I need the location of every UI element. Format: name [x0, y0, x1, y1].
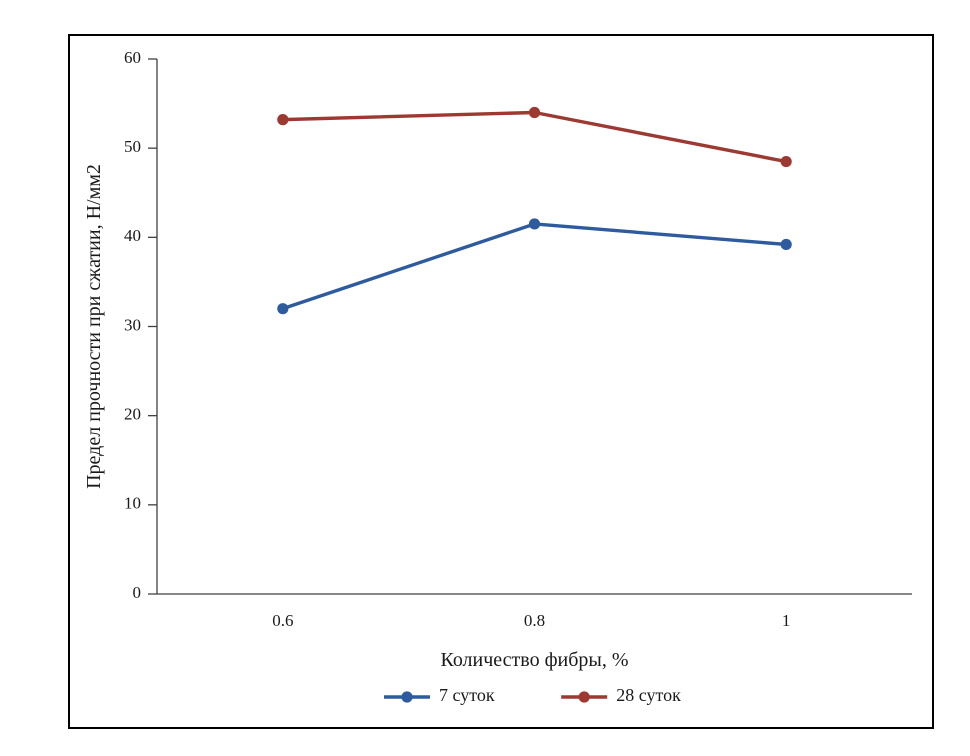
legend-label: 7 суток: [439, 685, 495, 705]
y-tick-label: 30: [124, 315, 141, 334]
y-tick-label: 40: [124, 226, 141, 245]
series-line-1: [281, 110, 788, 164]
chart-frame: 0 10 20 30 40 50 60 0.6 0.8 1 Предел прочности при…: [68, 34, 934, 729]
x-axis-title: Количество фибры, %: [440, 649, 628, 671]
data-point: [780, 155, 792, 168]
legend-marker: [401, 691, 413, 703]
series-line-0: [281, 222, 788, 311]
legend-label: 28 суток: [616, 685, 681, 705]
x-tick-label: 1: [782, 611, 791, 630]
data-point: [780, 238, 792, 251]
y-tick-label: 60: [124, 48, 141, 67]
x-tick-label: 0.6: [272, 611, 293, 630]
data-point: [528, 106, 541, 119]
data-point: [277, 303, 289, 315]
data-point: [277, 114, 289, 126]
line-chart: 0 10 20 30 40 50 60 0.6 0.8 1 Предел прочности при…: [83, 48, 912, 705]
y-tick-label: 10: [124, 494, 141, 513]
y-tick-label: 20: [124, 405, 141, 424]
y-tick-label: 50: [124, 137, 141, 156]
legend-item-1: 28 суток: [561, 685, 681, 705]
x-tick-label: 0.8: [524, 611, 545, 630]
y-axis-title: Предел прочности при сжатии, Н/мм2: [83, 164, 105, 489]
legend-marker: [578, 691, 590, 703]
data-point: [528, 218, 541, 230]
y-tick-label: 0: [133, 583, 142, 602]
legend-item-0: 7 суток: [384, 685, 495, 705]
